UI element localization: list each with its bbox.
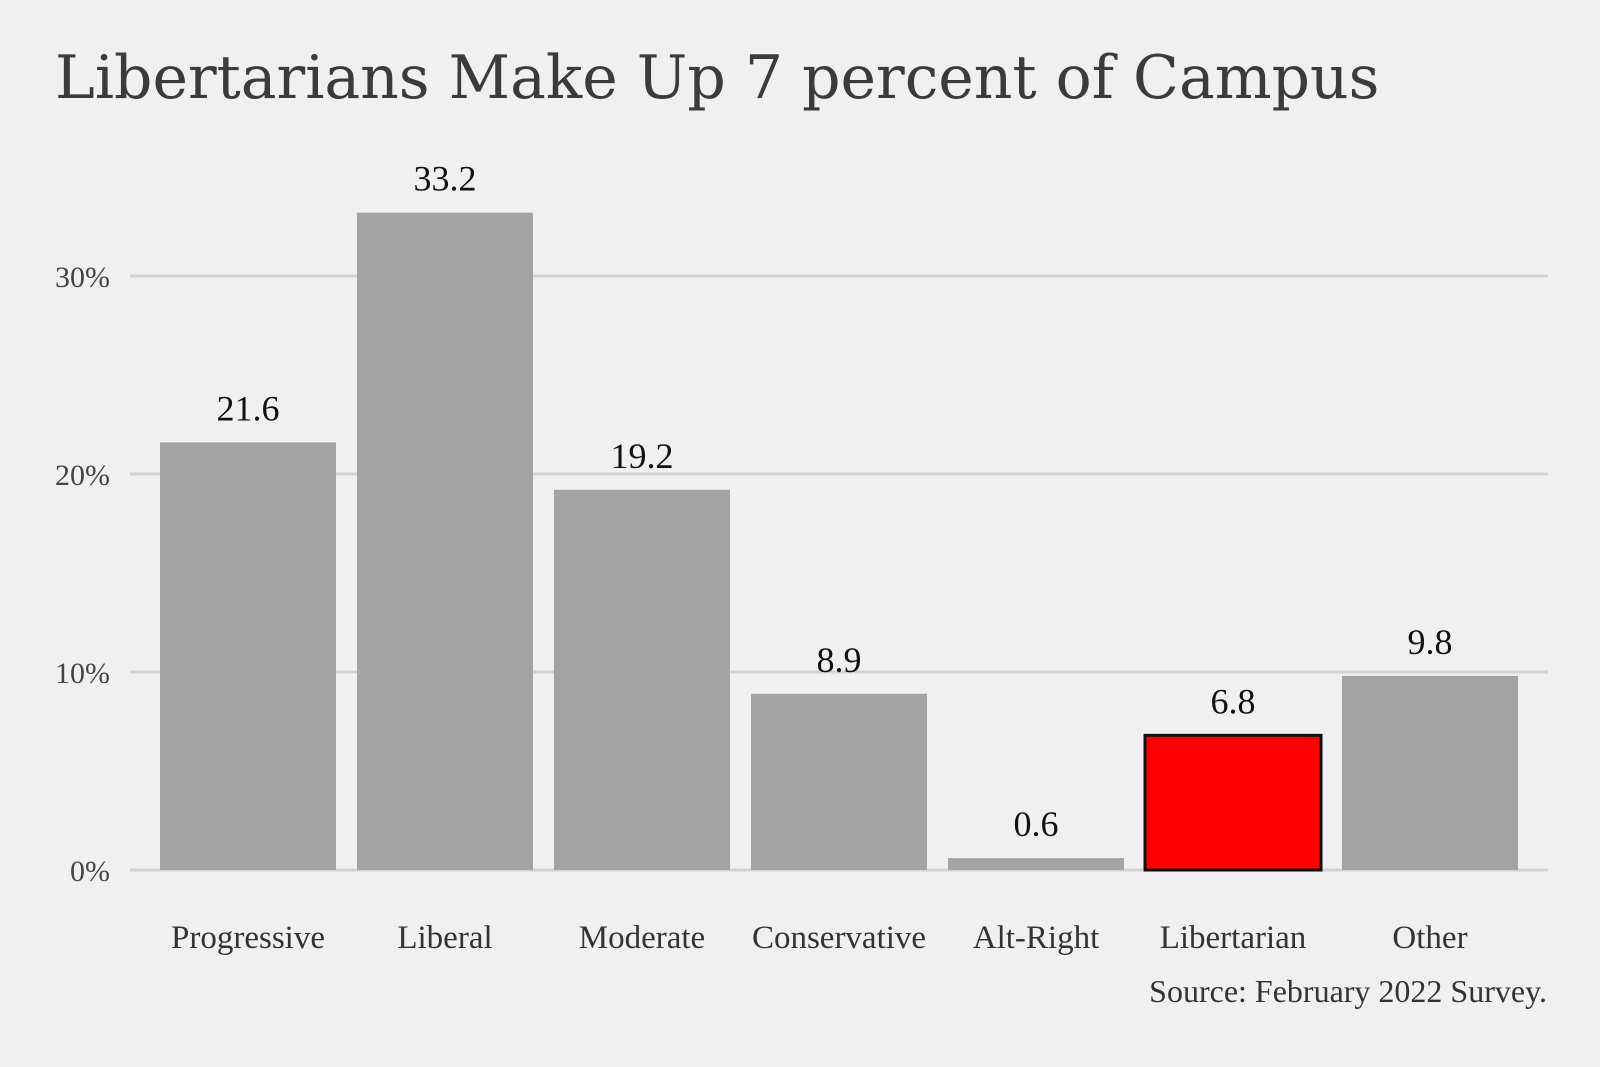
bar-progressive (160, 442, 336, 870)
bars (160, 212, 1518, 872)
category-label: Conservative (752, 920, 926, 956)
value-labels: 21.6 33.2 19.2 8.9 0.6 6.8 9.8 (217, 159, 1453, 844)
value-label: 19.2 (611, 436, 674, 476)
category-label: Liberal (397, 920, 492, 956)
source-note: Source: February 2022 Survey. (1149, 973, 1547, 1009)
category-label: Progressive (171, 920, 325, 956)
y-tick-label: 10% (55, 657, 110, 690)
y-tick-label: 20% (55, 459, 110, 492)
value-label: 6.8 (1211, 681, 1256, 721)
value-label: 8.9 (817, 640, 862, 680)
value-label: 0.6 (1014, 804, 1059, 844)
bar-libertarian (1143, 733, 1323, 872)
category-label: Libertarian (1160, 920, 1307, 956)
bar-liberal (357, 212, 533, 870)
bar-other (1342, 675, 1518, 870)
category-label: Alt-Right (973, 920, 1100, 956)
value-label: 21.6 (217, 388, 280, 428)
x-axis-categories: Progressive Liberal Moderate Conservative Al… (171, 920, 1468, 956)
bar-alt-right (948, 858, 1124, 870)
y-axis-ticks: 0% 10% 20% 30% (55, 261, 110, 888)
chart-title: Libertarians Make Up 7 percent of Campus (55, 43, 1379, 113)
value-label: 33.2 (414, 159, 477, 199)
category-label: Other (1392, 920, 1467, 956)
bar-moderate (554, 489, 730, 870)
category-label: Moderate (579, 920, 705, 956)
y-tick-label: 30% (55, 261, 110, 294)
value-label: 9.8 (1408, 622, 1453, 662)
y-tick-label: 0% (70, 855, 110, 888)
bar-conservative (751, 693, 927, 870)
